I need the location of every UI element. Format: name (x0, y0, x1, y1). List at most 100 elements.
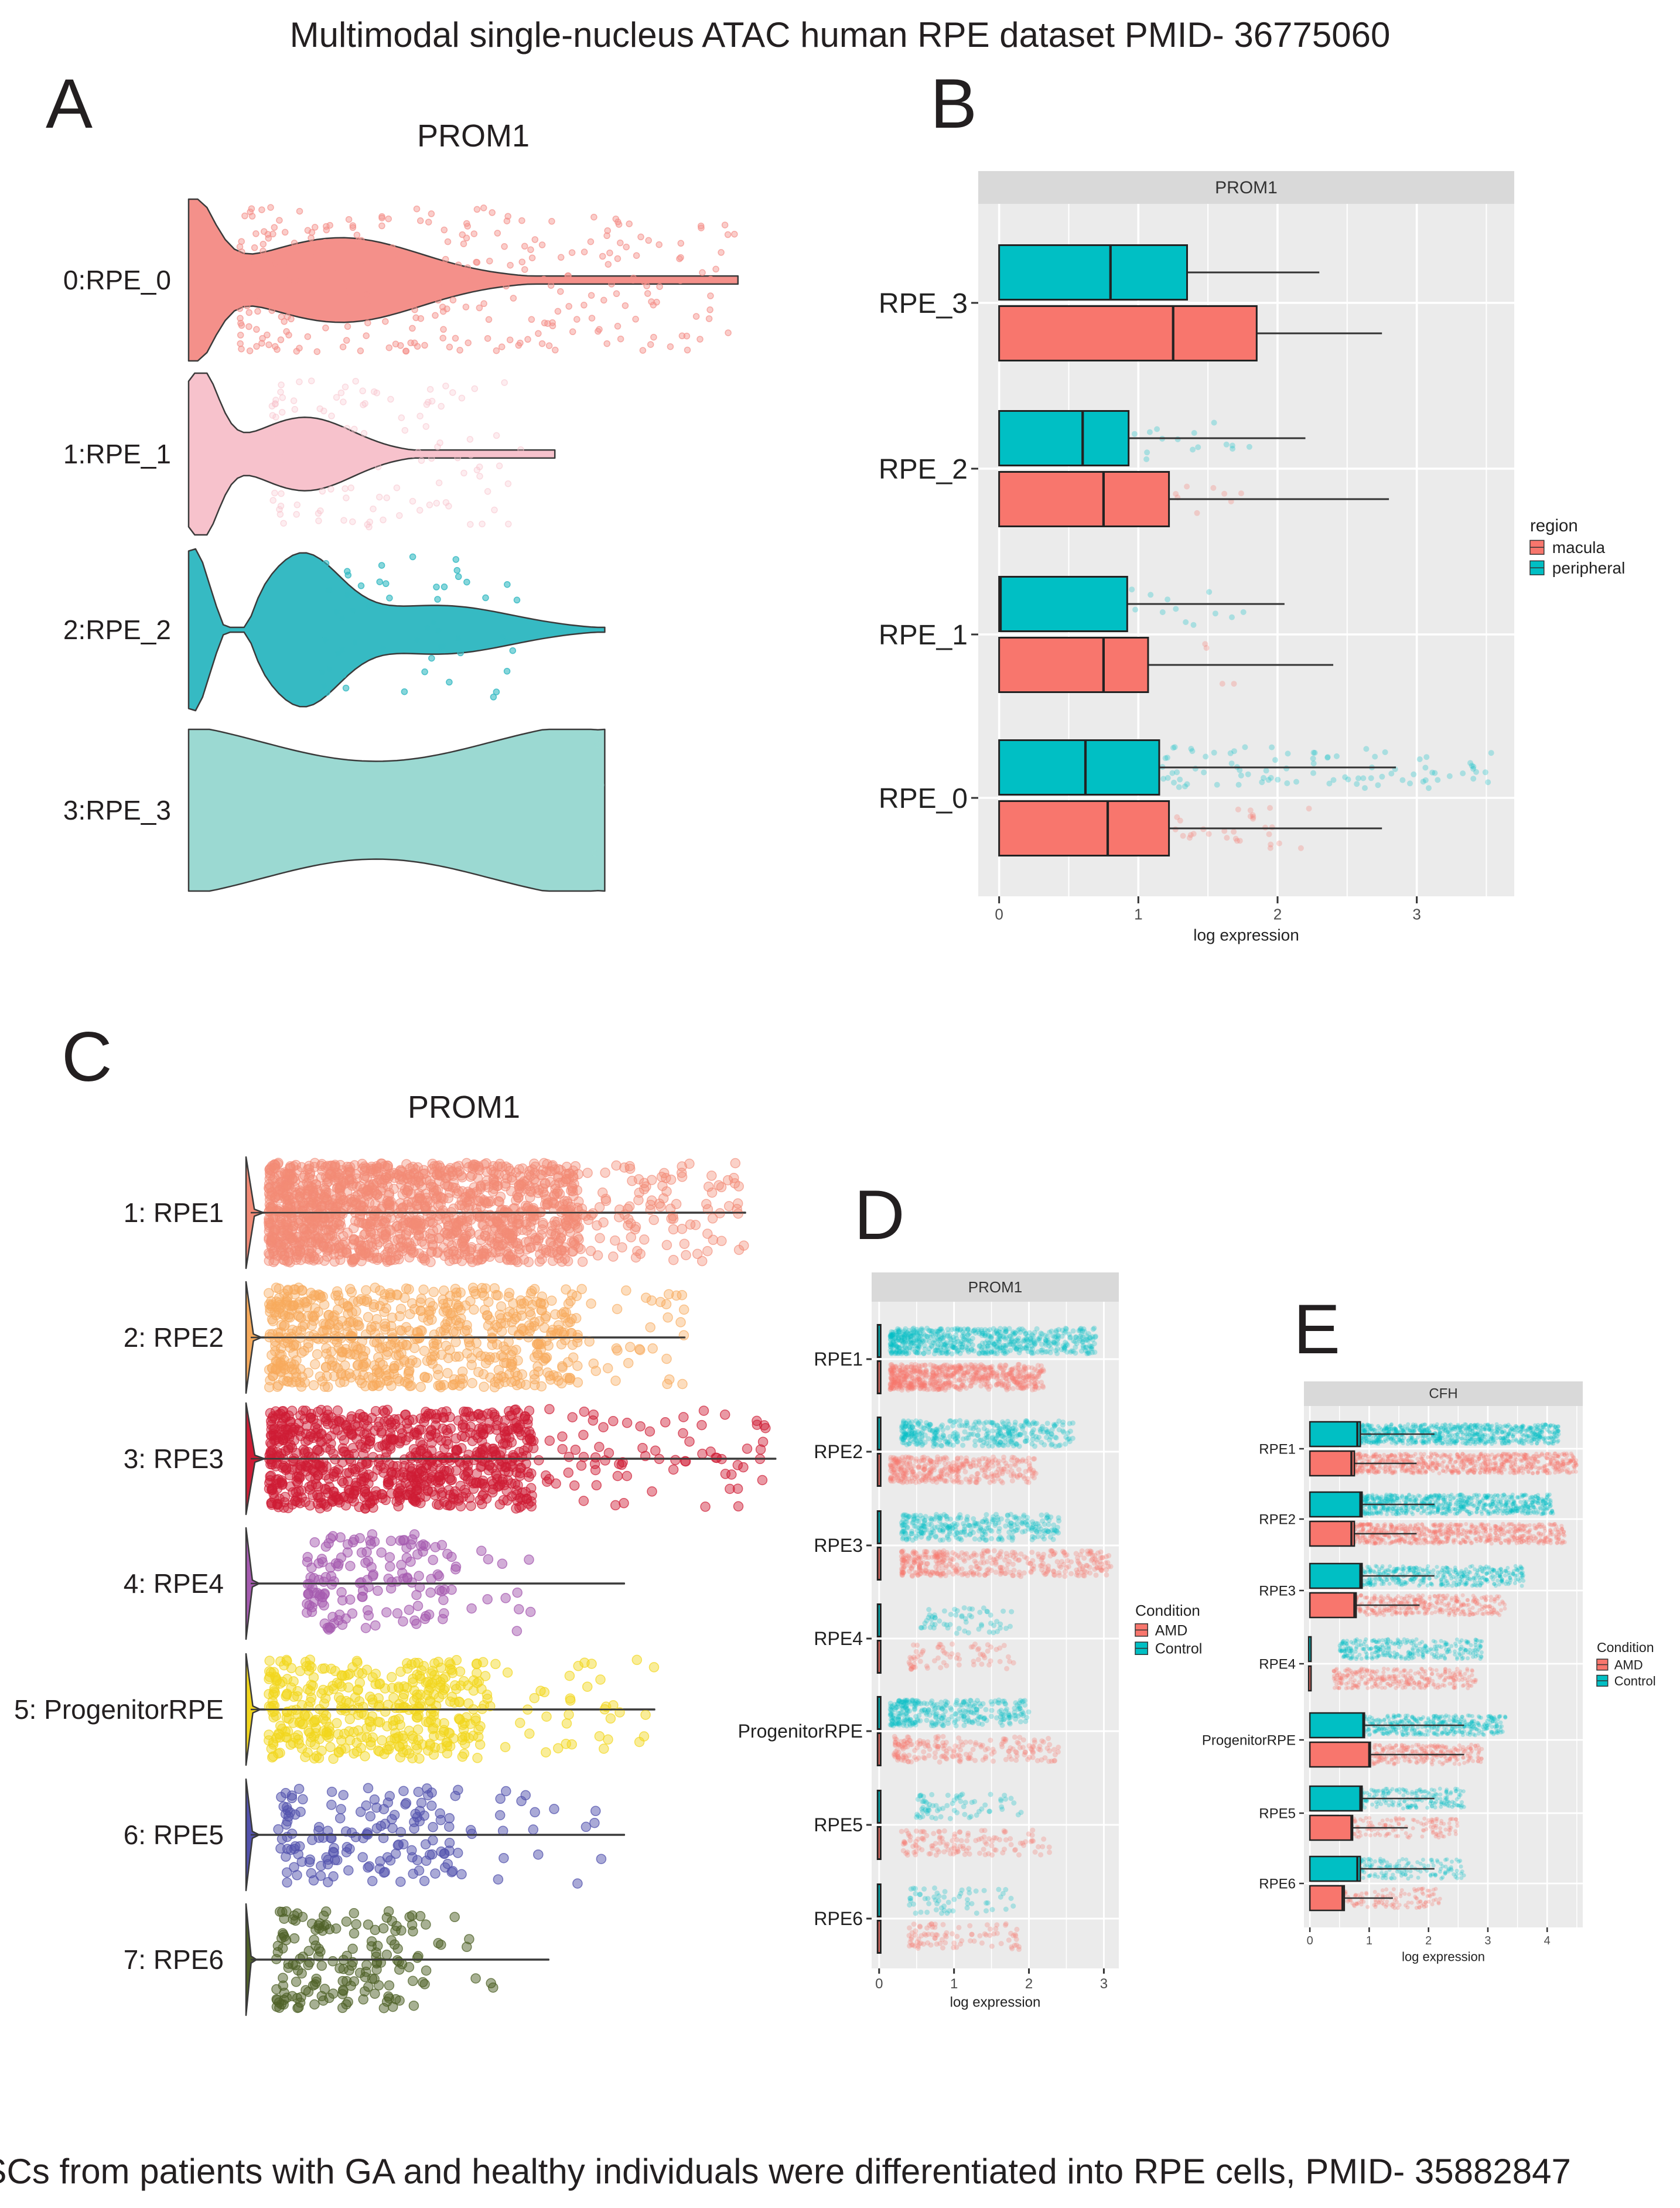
data-point (504, 1337, 513, 1347)
data-point (1229, 615, 1235, 620)
data-point (409, 1824, 419, 1833)
data-point (307, 1693, 316, 1702)
panel-a-title: PROM1 (417, 118, 530, 153)
data-point (1310, 770, 1316, 776)
data-point (272, 2002, 281, 2012)
data-point (322, 1343, 331, 1353)
data-point (391, 1995, 401, 2004)
data-point (351, 1420, 360, 1429)
data-point (1148, 592, 1153, 598)
data-point (383, 319, 388, 325)
data-point (346, 1331, 356, 1340)
data-point (401, 1478, 411, 1487)
data-point (312, 1752, 321, 1761)
data-point (392, 1733, 401, 1743)
data-point (365, 320, 371, 326)
data-point (457, 1443, 466, 1453)
data-point (757, 1476, 767, 1485)
data-point (387, 1814, 397, 1824)
data-point (537, 1344, 546, 1354)
data-point (525, 1320, 534, 1330)
data-point (619, 1499, 629, 1508)
data-point (1238, 773, 1244, 779)
data-point (1175, 436, 1181, 442)
data-point (644, 283, 650, 289)
data-point (310, 2000, 319, 2009)
data-point (507, 262, 513, 268)
category-label-rpe-0: RPE_0 (879, 783, 968, 814)
data-point (482, 278, 487, 284)
data-point (370, 261, 375, 267)
data-point (471, 231, 477, 237)
data-point (361, 1220, 370, 1229)
data-point (353, 1320, 363, 1330)
data-point (339, 1790, 348, 1800)
data-point (267, 1191, 276, 1200)
data-point (504, 218, 510, 224)
data-point (730, 1159, 740, 1168)
data-point (514, 1605, 524, 1614)
data-point (573, 1206, 583, 1216)
data-point (515, 1718, 525, 1728)
data-point (718, 250, 724, 255)
data-point (418, 218, 424, 224)
data-point (551, 1310, 560, 1319)
data-point (246, 310, 252, 316)
data-point (483, 1595, 492, 1604)
data-point (385, 1562, 395, 1571)
data-point (290, 1934, 299, 1943)
data-point (286, 1359, 296, 1368)
data-point (377, 1548, 386, 1557)
data-point (476, 1462, 486, 1472)
data-point (441, 227, 447, 233)
data-point (1248, 813, 1254, 819)
data-point (298, 1912, 308, 1922)
data-point (398, 1693, 408, 1702)
data-point (307, 1195, 316, 1204)
data-point (485, 489, 491, 494)
data-point (599, 1744, 609, 1753)
data-point (278, 491, 284, 497)
data-point (469, 1305, 479, 1314)
data-point (349, 1909, 358, 1918)
data-point (398, 1203, 408, 1212)
data-point (562, 1175, 571, 1184)
data-point (651, 1446, 660, 1455)
data-point (414, 637, 420, 643)
data-point (514, 1193, 523, 1202)
data-point (600, 254, 606, 260)
data-point (272, 1302, 281, 1312)
data-point (1214, 782, 1220, 788)
data-point (374, 1981, 384, 1990)
data-point (313, 245, 319, 251)
data-point (494, 1379, 504, 1388)
data-point (350, 1535, 359, 1544)
data-point (541, 1195, 551, 1204)
data-point (327, 1787, 337, 1797)
data-point (366, 603, 371, 609)
data-point (264, 1288, 274, 1298)
data-point (273, 1947, 282, 1957)
data-point (681, 1251, 691, 1260)
data-point (541, 277, 547, 282)
data-point (428, 1835, 438, 1845)
data-point (395, 1439, 404, 1448)
data-point (267, 1702, 276, 1712)
data-point (318, 1926, 327, 1936)
data-point (380, 1749, 389, 1759)
data-point (445, 1456, 455, 1465)
data-point (1310, 756, 1316, 762)
data-point (433, 500, 439, 506)
data-point (528, 316, 534, 322)
data-point (1165, 596, 1170, 602)
data-point (1342, 774, 1348, 780)
data-point (247, 209, 253, 215)
data-point (428, 1823, 438, 1832)
data-point (410, 1343, 419, 1353)
data-point (361, 1558, 370, 1568)
data-point (379, 214, 385, 220)
data-point (446, 679, 452, 685)
data-point (1324, 755, 1330, 760)
box-macula-rpe-1 (999, 638, 1148, 692)
data-point (282, 229, 288, 235)
